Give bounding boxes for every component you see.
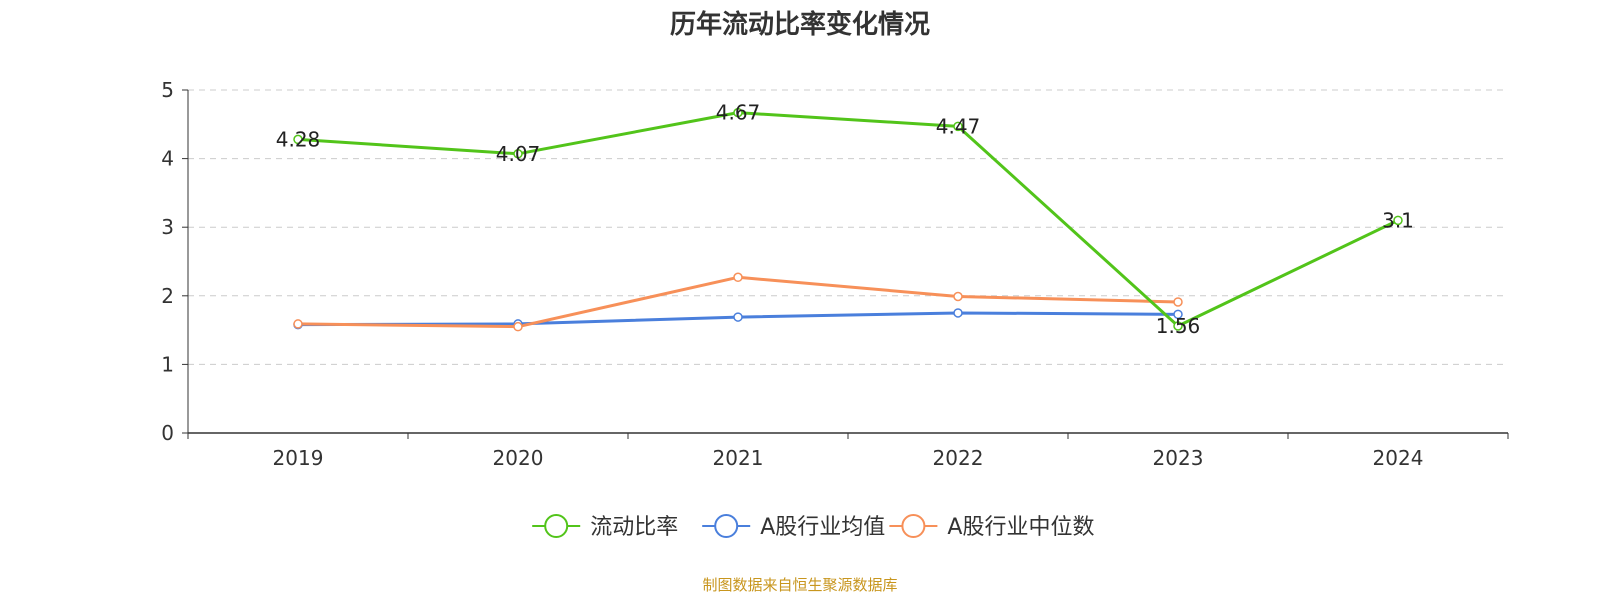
data-point [1173, 309, 1183, 320]
x-tick-label: 2020 [493, 446, 544, 470]
y-tick-label: 4 [161, 147, 174, 171]
legend-marker [544, 514, 569, 538]
data-point [733, 312, 743, 322]
data-point [953, 291, 963, 302]
axes: 0 1 2 3 4 5 2019 2020 2021 2022 2023 2024 [161, 78, 1509, 470]
data-point [513, 149, 523, 159]
legend-item: A股行业中位数 [889, 514, 1094, 540]
data-label: 4.67 [716, 101, 761, 125]
data-label: 3.1 [1382, 208, 1414, 232]
y-tick-label: 1 [161, 352, 174, 376]
x-tick-label: 2022 [933, 446, 984, 470]
data-point [1173, 321, 1183, 331]
data-source-note: 制图数据来自恒生聚源数据库 [702, 576, 898, 594]
data-point [293, 319, 303, 329]
data-label: 4.07 [496, 142, 541, 166]
data-points [293, 107, 1403, 332]
data-label: 1.56 [1156, 314, 1201, 338]
legend-item: A股行业均值 [702, 514, 885, 540]
legend: 流动比率 A股行业均值 A股行业中位数 [532, 514, 1094, 540]
data-point [1173, 297, 1183, 307]
legend-label: A股行业中位数 [947, 515, 1094, 540]
y-tick-label: 0 [161, 421, 174, 445]
legend-label: 流动比率 [590, 515, 678, 540]
data-point [953, 121, 963, 132]
grid-lines [188, 89, 1508, 365]
data-point [293, 134, 303, 145]
data-point [733, 272, 743, 283]
data-label: 4.47 [936, 114, 981, 138]
x-tick-label: 2024 [1373, 446, 1424, 470]
y-tick-label: 2 [161, 284, 174, 308]
data-label: 4.28 [276, 127, 321, 151]
legend-item: 流动比率 [532, 514, 678, 540]
x-tick-label: 2023 [1153, 446, 1204, 470]
series-lines [297, 111, 1399, 329]
x-tick-label: 2019 [273, 446, 324, 470]
legend-label: A股行业均值 [760, 515, 885, 540]
data-point [953, 308, 963, 318]
y-tick-label: 3 [161, 215, 174, 239]
x-tick-label: 2021 [713, 446, 764, 470]
y-tick-label: 5 [161, 78, 174, 102]
data-point [1393, 215, 1403, 226]
data-point [513, 321, 523, 332]
data-point [733, 107, 743, 118]
chart-title: 历年流动比率变化情况 [669, 10, 930, 40]
legend-marker [901, 514, 926, 538]
data-labels: 4.28 4.07 4.67 4.47 1.56 3.1 [276, 101, 1414, 338]
series-line [297, 111, 1399, 328]
legend-marker [714, 514, 739, 538]
